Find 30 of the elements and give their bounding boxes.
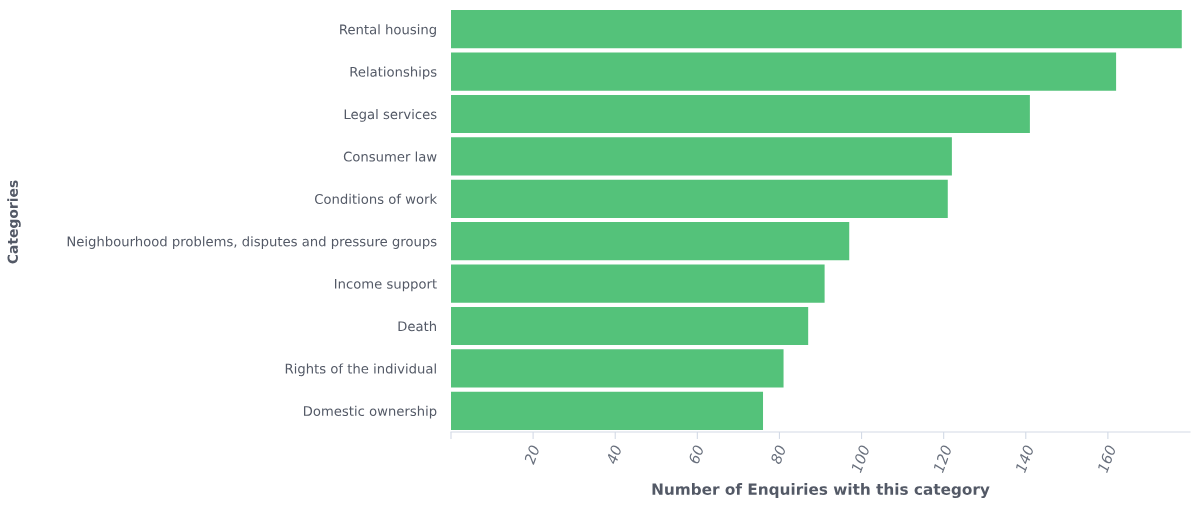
y-tick-label: Rights of the individual	[285, 363, 436, 377]
bar	[451, 391, 764, 430]
y-tick-label: Relationships	[350, 66, 437, 80]
bar	[451, 10, 1182, 49]
bar	[451, 306, 809, 346]
x-tick-label: 160	[1096, 444, 1117, 474]
x-axis-title: Number of Enquiries with this category	[652, 483, 990, 499]
bar	[451, 349, 784, 388]
y-axis-title: Categories	[7, 180, 21, 264]
bar	[451, 137, 952, 176]
y-tick-label: Income support	[335, 278, 437, 292]
y-tick-label: Death	[398, 320, 436, 332]
bar	[451, 264, 825, 303]
x-tick-label: 40	[605, 444, 623, 465]
y-tick-label: Conditions of work	[314, 193, 438, 204]
x-tick-label: 20	[523, 444, 541, 466]
x-tick-label: 140	[1014, 444, 1035, 474]
x-tick-label: 120	[932, 444, 953, 474]
bar	[451, 222, 850, 261]
bar	[451, 94, 1030, 134]
y-tick-label: Neighbourhood problems, disputes and pressure groups	[67, 236, 437, 249]
x-tick-label: 60	[688, 444, 705, 465]
y-tick-label: Consumer law	[343, 151, 437, 162]
x-tick-label: 100	[850, 444, 871, 474]
bar	[451, 179, 948, 218]
y-tick-label: Legal services	[344, 108, 437, 122]
x-tick-label: 80	[770, 444, 787, 465]
bar	[451, 52, 1117, 91]
y-tick-label: Domestic ownership	[304, 405, 437, 419]
y-tick-label: Rental housing	[340, 24, 436, 37]
